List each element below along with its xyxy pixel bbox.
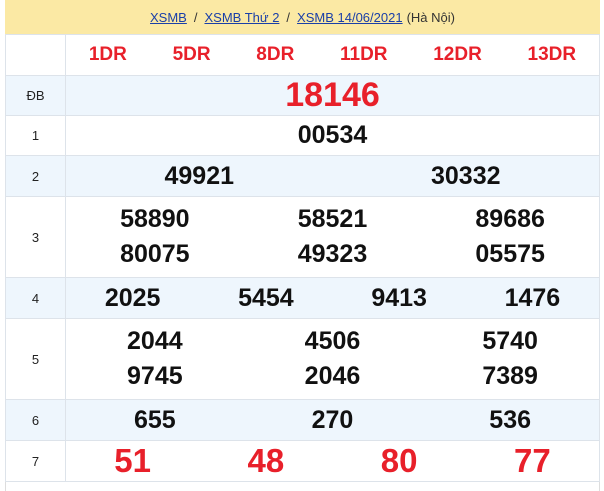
results-table: 1DR 5DR 8DR 11DR 12DR 13DR ĐB 18146 1 00… xyxy=(5,34,600,482)
breadcrumb: XSMB / XSMB Thứ 2 / XSMB 14/06/2021 (Hà … xyxy=(5,0,600,34)
prize-row-6: 6 655 270 536 xyxy=(5,399,600,441)
prize-number: 49921 xyxy=(164,161,235,190)
prize-row-2: 2 49921 30332 xyxy=(5,155,600,197)
prize-row-special: ĐB 18146 xyxy=(5,75,600,116)
prize-number: 51 xyxy=(114,442,151,479)
prize-number: 536 xyxy=(489,405,532,434)
prize-label: 6 xyxy=(5,399,66,441)
breadcrumb-link-xsmb[interactable]: XSMB xyxy=(150,9,187,25)
prize-number: 2025 xyxy=(104,283,161,312)
prize-number: 7389 xyxy=(482,362,538,390)
prize-number: 4506 xyxy=(304,327,361,355)
prize-number: 9413 xyxy=(371,283,427,312)
prize-label: ĐB xyxy=(5,75,66,116)
prize-number: 655 xyxy=(133,405,176,434)
prize-number: 80075 xyxy=(120,240,190,268)
prize-number: 5454 xyxy=(238,283,294,312)
prize-row-5: 5 2044 4506 5740 9745 2046 7389 xyxy=(5,318,600,400)
code: 8DR xyxy=(256,44,295,65)
prize-number: 2044 xyxy=(127,327,183,355)
special-number: 18146 xyxy=(285,76,380,114)
prize-number: 89686 xyxy=(475,205,545,233)
prize-row-4: 4 2025 5454 9413 1476 xyxy=(5,277,600,319)
code: 13DR xyxy=(527,44,577,65)
prize-number: 49323 xyxy=(297,240,368,268)
prize-row-3: 3 58890 58521 89686 80075 49323 05575 xyxy=(5,196,600,278)
prize-label: 5 xyxy=(5,318,66,400)
codes-row: 1DR 5DR 8DR 11DR 12DR 13DR xyxy=(5,34,600,76)
breadcrumb-separator: / xyxy=(193,9,198,25)
prize-number: 2046 xyxy=(304,362,361,390)
prize-number: 58521 xyxy=(297,205,368,233)
prize-number: 05575 xyxy=(475,240,545,268)
prize-label: 2 xyxy=(5,155,66,197)
breadcrumb-region: (Hà Nội) xyxy=(406,9,455,25)
code: 5DR xyxy=(172,44,211,65)
breadcrumb-separator: / xyxy=(286,9,291,25)
prize-number: 48 xyxy=(247,442,285,479)
prize-number: 77 xyxy=(514,442,551,479)
code: 1DR xyxy=(88,44,127,65)
prize-row-7: 7 51 48 80 77 xyxy=(5,440,600,482)
prize-number: 58890 xyxy=(120,205,190,233)
prize-label: 3 xyxy=(5,196,66,278)
breadcrumb-link-date[interactable]: XSMB 14/06/2021 xyxy=(297,9,403,25)
breadcrumb-link-weekday[interactable]: XSMB Thứ 2 xyxy=(204,9,280,25)
prize-number: 1476 xyxy=(504,283,561,312)
code: 11DR xyxy=(340,44,388,65)
prize-label: 4 xyxy=(5,277,66,319)
prize-number: 80 xyxy=(380,442,418,479)
prize-number: 5740 xyxy=(482,327,538,355)
prize-number: 270 xyxy=(311,405,354,434)
prize-row-1: 1 00534 xyxy=(5,115,600,156)
prize-number: 30332 xyxy=(430,161,501,190)
prize-label: 7 xyxy=(5,440,66,482)
prize-number: 00534 xyxy=(297,121,368,149)
code: 12DR xyxy=(433,44,482,65)
prize-number: 9745 xyxy=(127,362,183,390)
prize-label: 1 xyxy=(5,115,66,156)
